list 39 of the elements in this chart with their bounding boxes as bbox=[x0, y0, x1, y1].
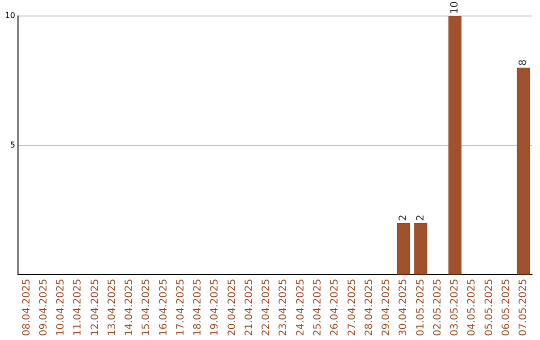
x-tick-label: 08.04.2025 bbox=[21, 278, 32, 336]
x-tick-label: 18.04.2025 bbox=[192, 278, 204, 336]
x-tick-label: 04.05.2025 bbox=[466, 278, 478, 336]
x-tick-label: 19.04.2025 bbox=[210, 278, 221, 336]
x-tick-label: 23.04.2025 bbox=[278, 278, 290, 336]
bar bbox=[448, 16, 462, 275]
x-tick-label: 03.05.2025 bbox=[450, 278, 461, 336]
x-tick-label: 26.04.2025 bbox=[330, 278, 341, 336]
x-tick-label: 28.04.2025 bbox=[364, 278, 375, 336]
x-tick-label: 09.04.2025 bbox=[38, 278, 50, 336]
data-label: 2 bbox=[415, 214, 426, 221]
y-tick-label: 5 bbox=[10, 140, 16, 150]
x-tick-label: 02.05.2025 bbox=[432, 278, 444, 336]
x-tick-label: 06.05.2025 bbox=[500, 278, 512, 336]
x-tick-label: 16.04.2025 bbox=[158, 278, 170, 336]
bar bbox=[396, 222, 410, 275]
x-tick-label: 25.04.2025 bbox=[312, 278, 324, 336]
x-tick-label: 12.04.2025 bbox=[90, 278, 101, 336]
x-tick-label: 01.05.2025 bbox=[415, 278, 426, 336]
x-tick-label: 27.04.2025 bbox=[346, 278, 358, 336]
x-tick-label: 05.05.2025 bbox=[484, 278, 495, 336]
x-tick-label: 11.04.2025 bbox=[72, 278, 84, 336]
x-tick-label: 22.04.2025 bbox=[261, 278, 272, 336]
x-tick-label: 14.04.2025 bbox=[124, 278, 136, 336]
x-tick-label: 15.04.2025 bbox=[141, 278, 152, 336]
data-label: 2 bbox=[398, 214, 410, 221]
bar bbox=[516, 68, 530, 275]
x-tick-label: 30.04.2025 bbox=[398, 278, 410, 336]
data-label: 8 bbox=[518, 59, 530, 66]
x-tick-label: 13.04.2025 bbox=[106, 278, 118, 336]
x-tick-label: 20.04.2025 bbox=[226, 278, 238, 336]
x-tick-label: 21.04.2025 bbox=[244, 278, 255, 336]
bar bbox=[414, 222, 428, 275]
x-tick-label: 29.04.2025 bbox=[381, 278, 392, 336]
data-label: 10 bbox=[450, 1, 461, 14]
x-tick-label: 07.05.2025 bbox=[518, 278, 530, 336]
x-tick-label: 10.04.2025 bbox=[56, 278, 67, 336]
x-tick-label: 24.04.2025 bbox=[295, 278, 306, 336]
x-tick-label: 17.04.2025 bbox=[175, 278, 186, 336]
